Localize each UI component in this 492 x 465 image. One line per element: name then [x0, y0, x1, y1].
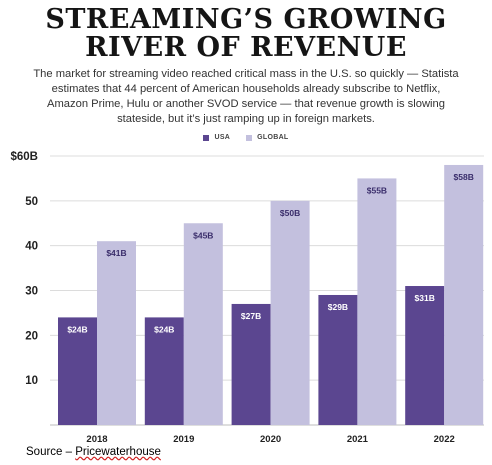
data-label: $24B: [67, 324, 87, 334]
y-tick-label: 30: [25, 286, 38, 298]
legend-swatch-usa: [203, 134, 210, 141]
legend-label-global: GLOBAL: [257, 134, 289, 141]
x-tick-label: 2019: [173, 434, 194, 445]
legend-label-usa: USA: [214, 134, 231, 141]
data-label: $45B: [193, 230, 213, 240]
bar-global-2018: [97, 241, 136, 425]
subtitle-line: Amazon Prime, Hulu or another SVOD servi…: [47, 98, 445, 110]
legend-item-global: GLOBAL: [246, 134, 288, 141]
source-prefix: Source –: [26, 446, 76, 458]
y-tick-label: $60B: [11, 151, 39, 163]
data-label: $29B: [328, 302, 348, 312]
data-label: $58B: [454, 172, 474, 182]
data-label: $24B: [154, 324, 174, 334]
y-tick-label: 50: [25, 196, 38, 208]
x-tick-label: 2022: [434, 434, 455, 445]
bar-global-2022: [444, 164, 484, 425]
chart-subtitle: The market for streaming video reached c…: [28, 67, 464, 127]
bar-global-2020: [270, 200, 310, 425]
y-tick-label: 10: [25, 375, 38, 387]
subtitle-line: estimates that 44 percent of American ho…: [51, 83, 441, 95]
subtitle-line: stateside, but it’s just ramping up in f…: [117, 113, 375, 125]
bar-usa-2020: [231, 303, 271, 425]
source-name: Pricewaterhouse: [75, 446, 161, 458]
data-label: $55B: [367, 185, 387, 195]
x-tick-label: 2020: [260, 434, 281, 445]
y-tick-label: 40: [25, 241, 38, 253]
chart-legend: USA GLOBAL: [0, 134, 492, 141]
data-label: $31B: [415, 293, 435, 303]
data-label: $27B: [241, 311, 261, 321]
x-tick-label: 2021: [347, 434, 369, 445]
bar-global-2021: [357, 178, 397, 425]
legend-swatch-global: [246, 134, 253, 141]
y-tick-label: 20: [25, 330, 38, 342]
bar-usa-2021: [318, 294, 358, 425]
bar-usa-2018: [58, 317, 97, 425]
chart-title-line-2: RIVER OF REVENUE: [85, 32, 407, 63]
bar-usa-2019: [144, 317, 184, 425]
data-label: $50B: [280, 208, 300, 218]
subtitle-line: The market for streaming video reached c…: [33, 68, 459, 80]
bar-global-2019: [183, 223, 223, 425]
chart-title-line-1: STREAMING’S GROWING: [45, 4, 447, 35]
legend-item-usa: USA: [203, 134, 230, 141]
source-note: Source – Pricewaterhouse: [26, 446, 161, 458]
data-label: $41B: [106, 248, 126, 258]
x-tick-label: 2018: [86, 434, 107, 445]
bar-usa-2022: [405, 286, 445, 425]
